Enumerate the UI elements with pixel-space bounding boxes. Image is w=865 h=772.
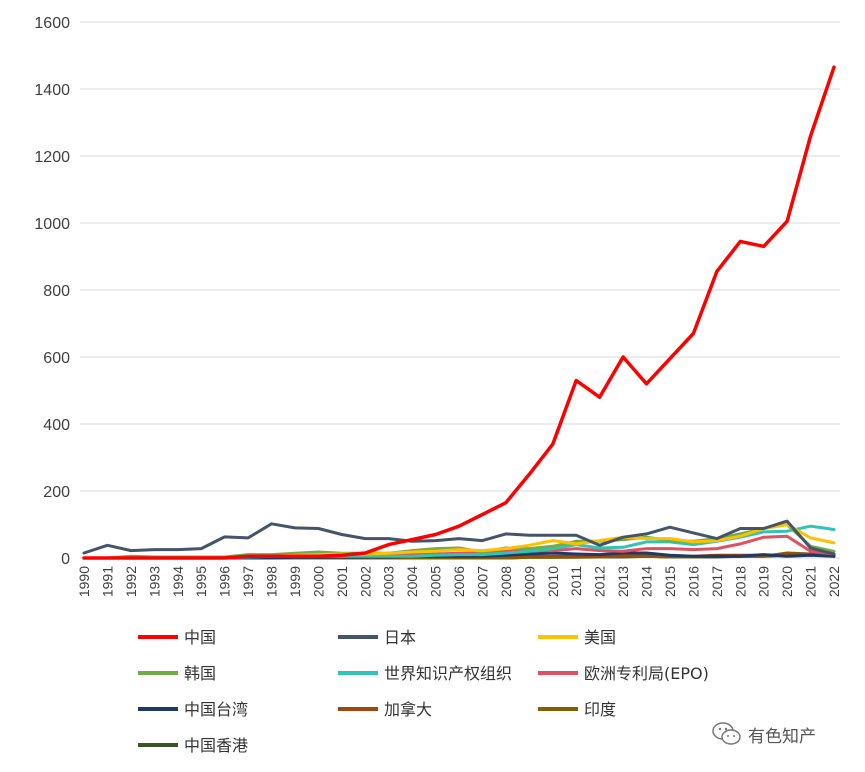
x-tick-label: 2012 xyxy=(592,566,608,597)
x-tick-label: 2021 xyxy=(803,566,819,597)
x-tick-label: 2001 xyxy=(334,566,350,597)
series-lines xyxy=(82,65,836,560)
x-tick-label: 1990 xyxy=(76,566,92,597)
y-tick-label: 0 xyxy=(61,551,70,568)
y-tick-label: 800 xyxy=(43,283,70,300)
legend-label: 美国 xyxy=(584,628,616,647)
x-tick-label: 1998 xyxy=(264,566,280,597)
x-tick-label: 2000 xyxy=(310,566,326,597)
y-tick-label: 1200 xyxy=(34,149,70,166)
legend-label: 印度 xyxy=(584,700,616,719)
series-line-0 xyxy=(82,65,836,560)
watermark-text: 有色知产 xyxy=(748,726,816,747)
x-tick-label: 1991 xyxy=(99,566,115,597)
x-tick-label: 2020 xyxy=(779,566,795,597)
y-tick-label: 1400 xyxy=(34,82,70,99)
legend-label: 世界知识产权组织 xyxy=(384,664,512,683)
x-tick-label: 2022 xyxy=(826,566,842,597)
legend-label: 中国香港 xyxy=(184,736,248,755)
x-tick-label: 2005 xyxy=(428,566,444,597)
x-tick-label: 1992 xyxy=(123,566,139,597)
x-tick-label: 2016 xyxy=(685,566,701,597)
x-tick-label: 2015 xyxy=(662,566,678,597)
x-tick-label: 2011 xyxy=(568,566,584,596)
x-tick-label: 2013 xyxy=(615,566,631,597)
x-tick-label: 2008 xyxy=(498,566,514,597)
gridlines xyxy=(80,21,840,559)
x-axis-ticks: 1990 1991 1992 1993 1994 1995 1996 1997 1998 1999… xyxy=(76,566,842,597)
x-tick-label: 2003 xyxy=(381,566,397,597)
x-tick-label: 2007 xyxy=(474,566,490,597)
x-tick-label: 1993 xyxy=(146,566,162,597)
x-tick-label: 1994 xyxy=(170,566,186,597)
y-tick-label: 200 xyxy=(43,484,70,501)
legend-label: 日本 xyxy=(384,628,416,647)
legend-label: 中国 xyxy=(184,628,216,647)
x-tick-label: 1997 xyxy=(240,566,256,597)
wechat-icon xyxy=(712,722,741,745)
legend-label: 加拿大 xyxy=(384,700,432,719)
x-tick-label: 2017 xyxy=(709,566,725,597)
y-tick-label: 1600 xyxy=(34,15,70,32)
x-tick-label: 2002 xyxy=(357,566,373,597)
y-tick-label: 1000 xyxy=(34,216,70,233)
y-axis-ticks: 0 200 400 600 800 1000 1200 1400 1600 xyxy=(34,15,70,568)
x-tick-label: 2010 xyxy=(545,566,561,597)
x-tick-label: 2019 xyxy=(756,566,772,597)
series-line-4 xyxy=(82,524,836,560)
x-tick-label: 1996 xyxy=(217,566,233,597)
x-tick-label: 2006 xyxy=(451,566,467,597)
y-tick-label: 600 xyxy=(43,350,70,367)
watermark: 有色知产 xyxy=(712,720,816,748)
legend-label: 韩国 xyxy=(184,664,216,683)
series-line-1 xyxy=(82,519,836,556)
x-tick-label: 2009 xyxy=(521,566,537,597)
y-tick-label: 400 xyxy=(43,417,70,434)
x-tick-label: 1999 xyxy=(287,566,303,597)
x-tick-label: 2018 xyxy=(732,566,748,597)
x-tick-label: 2014 xyxy=(639,566,655,597)
legend-label: 欧洲专利局(EPO) xyxy=(584,664,709,683)
x-tick-label: 1995 xyxy=(193,566,209,597)
x-tick-label: 2004 xyxy=(404,566,420,597)
legend-label: 中国台湾 xyxy=(184,700,248,719)
